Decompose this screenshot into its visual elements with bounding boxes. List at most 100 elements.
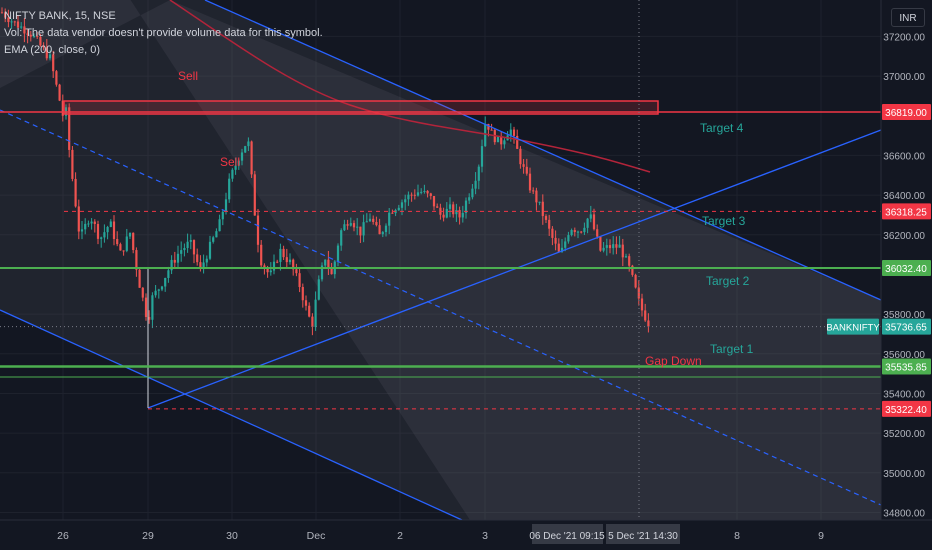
candle-body (407, 194, 410, 200)
price-tick: 35000.00 (883, 469, 925, 480)
candle-body (288, 259, 292, 263)
candle-body (541, 201, 544, 217)
candle-body (189, 240, 192, 242)
candle-body (196, 254, 199, 263)
candle-body (464, 200, 468, 213)
candle-body (10, 21, 13, 23)
candle-body (183, 247, 186, 251)
candle-body (570, 230, 573, 236)
candle-body (442, 214, 445, 218)
candle-body (93, 221, 96, 225)
candle-body (173, 259, 176, 263)
crosshair-date-bg (532, 524, 603, 544)
price-label: 36318.25 (885, 207, 927, 218)
candle-body (487, 123, 490, 130)
candle-body (212, 237, 215, 242)
candle-body (154, 290, 157, 296)
candle-body (16, 21, 20, 28)
candle-body (250, 141, 253, 175)
candle-body (77, 206, 80, 232)
sell-label: Sell (220, 155, 240, 169)
candle-body (410, 194, 413, 196)
candle-body (292, 259, 295, 270)
candle-body (416, 192, 420, 196)
resistance-zone-box (63, 100, 659, 115)
candle-body (615, 244, 618, 248)
price-axis-bg (881, 0, 932, 520)
candle-body (612, 244, 615, 249)
candle-body (215, 231, 218, 238)
candle-body (237, 160, 240, 166)
candle-body (135, 250, 138, 270)
candle-body (647, 320, 650, 327)
time-tick: Dec (307, 530, 326, 542)
sell-label: Sell (178, 69, 198, 83)
candle-body (122, 250, 125, 252)
target-label: Target 4 (700, 121, 744, 135)
candle-body (362, 222, 365, 236)
ema-label[interactable]: EMA (200, close, 0) (4, 44, 100, 56)
candle-body (548, 219, 551, 229)
candle-body (304, 300, 308, 306)
candle-body (343, 224, 346, 231)
candle-body (474, 180, 477, 189)
candle-body (320, 265, 324, 280)
drawings (0, 0, 882, 521)
candle-body (61, 100, 64, 116)
candle-body (375, 221, 378, 226)
candle-body (269, 270, 272, 273)
candle-body (532, 190, 535, 192)
candle-body (109, 221, 112, 227)
candle-body (359, 226, 362, 236)
channel-fill (0, 0, 881, 540)
candle-body (58, 84, 61, 101)
price-label: 36032.40 (885, 264, 927, 275)
candle-body (112, 221, 116, 239)
candle-body (352, 223, 356, 228)
candle-body (199, 262, 202, 268)
volume-note: Vol: The data vendor doesn't provide vol… (4, 27, 323, 39)
candle-body (141, 287, 144, 298)
chart-legend: NIFTY BANK, 15, NSE Vol: The data vendor… (4, 8, 323, 59)
annotations: Sell Sell Target 4 Target 3 Target 2 Target 1… (178, 69, 754, 368)
price-tick: 35800.00 (883, 310, 925, 321)
candle-body (221, 211, 224, 220)
candle-body (356, 226, 359, 228)
candle-body (560, 247, 564, 252)
candle-body (397, 207, 400, 211)
candle-body (132, 232, 135, 251)
price-tick: 36600.00 (883, 151, 925, 162)
candle-body (628, 256, 631, 266)
candle-body (471, 188, 474, 198)
candle-body (519, 148, 522, 165)
candle-body (231, 169, 234, 179)
candle-body (544, 216, 548, 220)
crosshair-date2-bg (606, 524, 680, 544)
candle-body (640, 298, 644, 311)
candle-body (557, 243, 560, 252)
candle-body (29, 34, 32, 37)
candle-body (272, 261, 276, 271)
candle-body (381, 232, 384, 235)
candle-body (164, 277, 167, 287)
symbol-tag (827, 318, 879, 335)
price-tick: 35600.00 (883, 350, 925, 361)
candle-body (378, 225, 381, 235)
candle-body (260, 244, 263, 266)
candle-body (621, 244, 624, 258)
candle-body (477, 166, 480, 181)
target-label: Target 1 (710, 342, 754, 356)
candle-body (340, 230, 343, 246)
candle-body (538, 201, 541, 203)
candle-body (263, 265, 266, 268)
candle-body (48, 54, 52, 59)
candle-body (52, 54, 55, 72)
time-axis: 26 29 30 Dec 2 3 8 9 06 Dec '21 09:15 5 Dec '21 1… (0, 519, 932, 550)
candle-body (327, 259, 330, 268)
candle-body (266, 267, 269, 273)
time-tick: 9 (818, 530, 824, 542)
currency-button[interactable]: INR (891, 8, 925, 27)
candle-body (583, 227, 586, 233)
symbol-line[interactable]: NIFTY BANK, 15, NSE (4, 10, 116, 22)
